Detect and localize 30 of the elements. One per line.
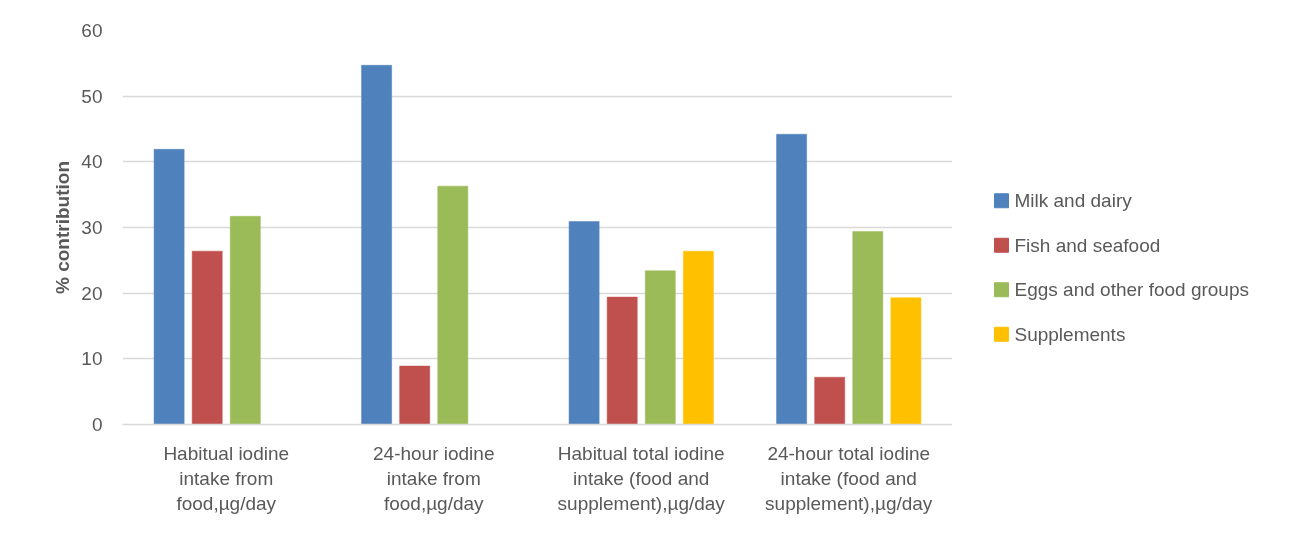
bar: [890, 297, 922, 425]
bar: [852, 231, 884, 425]
y-tick-label: 30: [81, 217, 103, 238]
y-tick-label: 40: [81, 151, 103, 173]
legend-label: Supplements: [1014, 323, 1126, 345]
bar: [361, 65, 392, 425]
y-tick-label: 20: [81, 282, 103, 304]
bar: [645, 270, 676, 425]
y-tick-label: 50: [81, 85, 103, 107]
bar: [683, 250, 714, 425]
x-tick-label: 24-hour iodine intake from food,µg/day: [373, 442, 495, 514]
y-tick-label: 0: [91, 414, 103, 435]
x-tick-label: Habitual iodine intake from food,µg/day: [163, 442, 290, 514]
bar: [191, 250, 223, 425]
legend-label: Eggs and other food groups: [1014, 279, 1250, 301]
y-tick-label: 60: [81, 20, 103, 41]
x-tick-label: 24-hour total iodine intake (food and supplement),µg/day: [765, 442, 933, 514]
bar: [230, 216, 261, 425]
y-tick-label: 10: [81, 348, 103, 370]
legend-label: Fish and seafood: [1014, 234, 1161, 256]
legend-label: Milk and dairy: [1014, 190, 1133, 212]
y-axis-title: % contribution: [52, 161, 74, 294]
bar: [568, 221, 600, 425]
bar: [153, 149, 185, 425]
bar: [606, 296, 638, 425]
bar: [776, 134, 807, 425]
bar: [814, 376, 845, 425]
bar: [437, 185, 469, 425]
bar: [399, 365, 430, 425]
x-tick-label: Habitual total iodine intake (food and supplement),µg/day: [557, 442, 726, 514]
